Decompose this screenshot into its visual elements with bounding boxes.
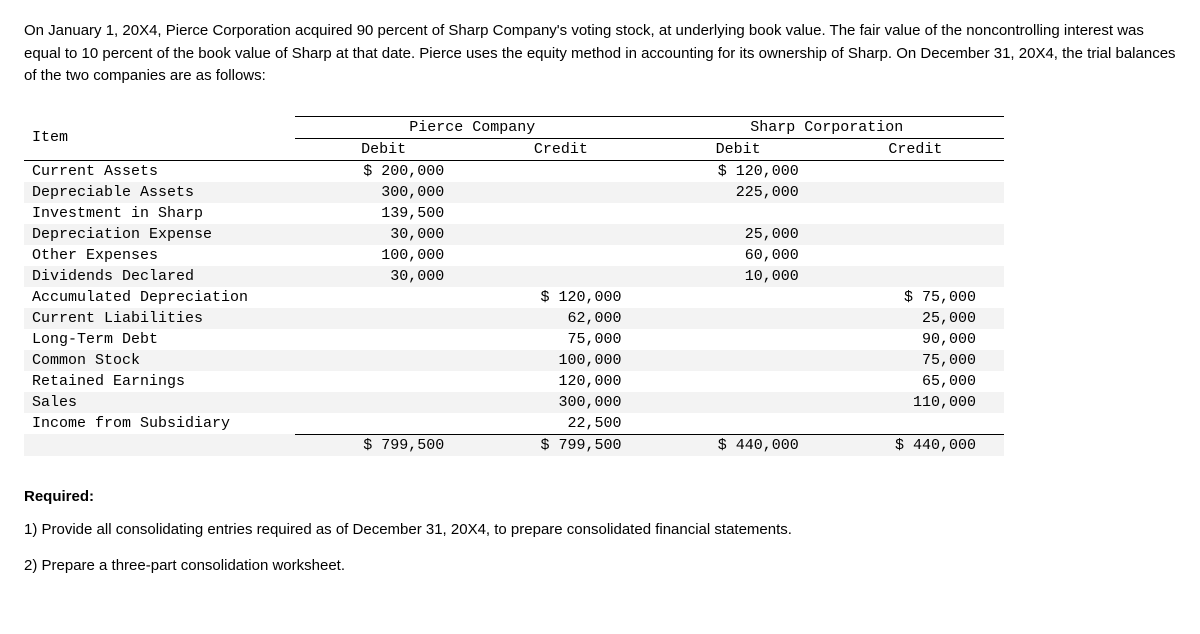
col-header-pierce-debit: Debit [295, 138, 472, 160]
table-row: Income from Subsidiary 22,500 [24, 413, 1004, 435]
table-row: Investment in Sharp139,500 [24, 203, 1004, 224]
cell-sd [650, 308, 827, 329]
cell-sc [827, 203, 1004, 224]
cell-sd [650, 287, 827, 308]
cell-pc [472, 224, 649, 245]
cell-pd [295, 308, 472, 329]
cell-sd: 25,000 [650, 224, 827, 245]
cell-sc [827, 266, 1004, 287]
table-row: Depreciation Expense30,000 25,000 [24, 224, 1004, 245]
cell-pd [295, 371, 472, 392]
cell-item [24, 434, 295, 456]
col-header-pierce-credit: Credit [472, 138, 649, 160]
cell-pd [295, 392, 472, 413]
table-row: Long-Term Debt 75,000 90,000 [24, 329, 1004, 350]
cell-item: Long-Term Debt [24, 329, 295, 350]
total-sc: $ 440,000 [827, 434, 1004, 456]
cell-sc: $ 75,000 [827, 287, 1004, 308]
cell-sd [650, 329, 827, 350]
cell-item: Common Stock [24, 350, 295, 371]
cell-item: Other Expenses [24, 245, 295, 266]
total-pc: $ 799,500 [472, 434, 649, 456]
cell-sd: 225,000 [650, 182, 827, 203]
question-2: 2) Prepare a three-part consolidation wo… [24, 555, 1176, 578]
cell-pd: $ 200,000 [295, 160, 472, 182]
table-row: Dividends Declared30,000 10,000 [24, 266, 1004, 287]
table-row: Retained Earnings 120,000 65,000 [24, 371, 1004, 392]
table-row: Sales 300,000 110,000 [24, 392, 1004, 413]
cell-pc: 75,000 [472, 329, 649, 350]
cell-item: Current Assets [24, 160, 295, 182]
total-pd: $ 799,500 [295, 434, 472, 456]
table-row: Current Assets$ 200,000 $ 120,000 [24, 160, 1004, 182]
cell-item: Investment in Sharp [24, 203, 295, 224]
trial-balance-body: Current Assets$ 200,000 $ 120,000 Depreci… [24, 160, 1004, 456]
cell-pd: 300,000 [295, 182, 472, 203]
cell-pd: 30,000 [295, 266, 472, 287]
cell-sd: 60,000 [650, 245, 827, 266]
cell-pc [472, 203, 649, 224]
cell-item: Sales [24, 392, 295, 413]
cell-sc [827, 160, 1004, 182]
totals-row: $ 799,500 $ 799,500 $ 440,000 $ 440,000 [24, 434, 1004, 456]
cell-item: Income from Subsidiary [24, 413, 295, 435]
total-sd: $ 440,000 [650, 434, 827, 456]
cell-sc: 25,000 [827, 308, 1004, 329]
cell-sd: 10,000 [650, 266, 827, 287]
table-row: Other Expenses100,000 60,000 [24, 245, 1004, 266]
cell-sd [650, 392, 827, 413]
cell-pc: $ 120,000 [472, 287, 649, 308]
cell-pd [295, 413, 472, 435]
cell-pd [295, 350, 472, 371]
intro-paragraph: On January 1, 20X4, Pierce Corporation a… [24, 20, 1176, 88]
cell-sc [827, 224, 1004, 245]
cell-item: Dividends Declared [24, 266, 295, 287]
col-header-sharp-debit: Debit [650, 138, 827, 160]
cell-sc [827, 245, 1004, 266]
cell-sc [827, 413, 1004, 435]
cell-pc: 100,000 [472, 350, 649, 371]
table-row: Common Stock 100,000 75,000 [24, 350, 1004, 371]
cell-pc [472, 182, 649, 203]
col-header-sharp: Sharp Corporation [650, 116, 1005, 138]
col-header-pierce: Pierce Company [295, 116, 649, 138]
cell-item: Depreciation Expense [24, 224, 295, 245]
cell-sd [650, 413, 827, 435]
cell-sd [650, 350, 827, 371]
table-row: Depreciable Assets300,000 225,000 [24, 182, 1004, 203]
cell-pc: 120,000 [472, 371, 649, 392]
cell-pd: 139,500 [295, 203, 472, 224]
cell-pc: 62,000 [472, 308, 649, 329]
cell-pc [472, 245, 649, 266]
cell-sd [650, 371, 827, 392]
cell-item: Accumulated Depreciation [24, 287, 295, 308]
cell-pc: 300,000 [472, 392, 649, 413]
cell-item: Depreciable Assets [24, 182, 295, 203]
cell-sc: 65,000 [827, 371, 1004, 392]
cell-pd: 100,000 [295, 245, 472, 266]
cell-pd: 30,000 [295, 224, 472, 245]
cell-sd: $ 120,000 [650, 160, 827, 182]
cell-sc: 110,000 [827, 392, 1004, 413]
trial-balance-table: Item Pierce Company Sharp Corporation De… [24, 116, 1004, 456]
col-header-item: Item [24, 116, 295, 160]
cell-pd [295, 287, 472, 308]
question-1: 1) Provide all consolidating entries req… [24, 519, 1176, 542]
cell-sc: 90,000 [827, 329, 1004, 350]
cell-item: Retained Earnings [24, 371, 295, 392]
cell-sc [827, 182, 1004, 203]
table-row: Accumulated Depreciation $ 120,000 $ 75,00… [24, 287, 1004, 308]
cell-pc [472, 266, 649, 287]
cell-pc: 22,500 [472, 413, 649, 435]
cell-item: Current Liabilities [24, 308, 295, 329]
cell-pd [295, 329, 472, 350]
cell-pc [472, 160, 649, 182]
col-header-sharp-credit: Credit [827, 138, 1004, 160]
cell-sc: 75,000 [827, 350, 1004, 371]
cell-sd [650, 203, 827, 224]
table-row: Current Liabilities 62,000 25,000 [24, 308, 1004, 329]
required-label: Required: [24, 488, 1176, 505]
